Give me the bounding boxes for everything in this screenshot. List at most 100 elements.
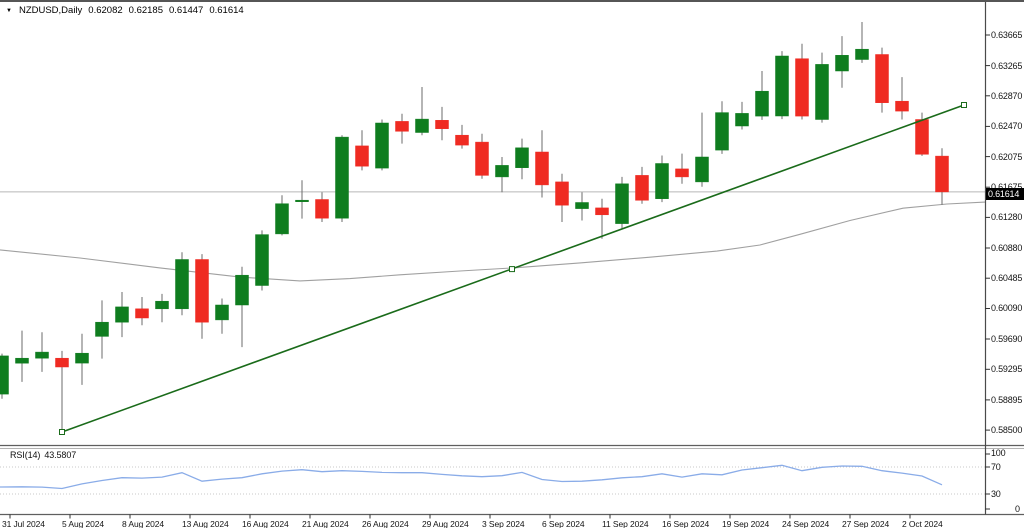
candle-body xyxy=(0,355,9,395)
price-axis-label: 0.58895 xyxy=(991,394,1023,405)
candle-body xyxy=(795,58,809,117)
chart-ohlc-title: ▼ NZDUSD,Daily 0.62082 0.62185 0.61447 0… xyxy=(6,5,244,16)
candle-body xyxy=(15,357,29,364)
candle-body xyxy=(395,121,409,132)
date-axis-label: 13 Aug 2024 xyxy=(182,519,229,528)
trendline-anchor[interactable] xyxy=(59,429,65,435)
moving-average-line xyxy=(0,201,986,282)
candle-body xyxy=(215,304,229,321)
trendline-anchor[interactable] xyxy=(509,266,515,273)
candle-body xyxy=(875,54,889,103)
price-axis-label: 0.62470 xyxy=(991,121,1023,132)
date-axis-label: 11 Sep 2024 xyxy=(602,519,649,528)
date-axis-label: 31 Jul 2024 xyxy=(2,519,45,528)
candle-body xyxy=(75,352,89,364)
rsi-scale-label: 0 xyxy=(1015,504,1020,514)
candle-body xyxy=(255,234,269,286)
candle-body xyxy=(675,168,689,178)
rsi-scale-label: 70 xyxy=(991,462,1001,472)
candle-body xyxy=(295,199,309,202)
date-axis-label: 16 Aug 2024 xyxy=(242,519,289,528)
date-axis-label: 26 Aug 2024 xyxy=(362,519,409,528)
price-axis-label: 0.63665 xyxy=(991,30,1023,40)
candle-body xyxy=(135,308,149,319)
close-value: 0.61614 xyxy=(209,5,244,16)
open-value: 0.62082 xyxy=(88,5,123,16)
price-axis-label: 0.61280 xyxy=(991,212,1023,223)
candle-body xyxy=(755,90,769,117)
candle-body xyxy=(735,113,749,127)
price-axis-label: 0.61675 xyxy=(991,182,1022,192)
candle-body xyxy=(155,300,169,310)
price-axis-label: 0.60090 xyxy=(991,303,1023,314)
price-axis-label: 0.58500 xyxy=(991,425,1023,436)
rsi-name: RSI(14) xyxy=(10,450,41,460)
rsi-scale[interactable]: 100 70 30 0 xyxy=(985,445,1024,515)
price-axis-label: 0.62870 xyxy=(991,90,1023,101)
date-axis-label: 2 Oct 2024 xyxy=(902,519,943,528)
candle-body xyxy=(915,119,929,155)
high-value: 0.62185 xyxy=(128,5,163,16)
candle-body xyxy=(435,120,449,129)
price-axis-label: 0.60880 xyxy=(991,243,1023,254)
candle-body xyxy=(715,112,729,151)
price-axis[interactable]: 0.63665 0.63265 0.62870 0.62470 0.62075 0.616… xyxy=(985,2,1024,445)
date-axis-label: 29 Aug 2024 xyxy=(422,519,469,528)
symbol-marker-icon[interactable]: ▼ xyxy=(6,7,12,14)
date-axis-label: 8 Aug 2024 xyxy=(122,519,165,528)
candle-body xyxy=(515,147,529,168)
candle-body xyxy=(475,141,489,176)
date-axis-label: 24 Sep 2024 xyxy=(782,519,830,528)
price-axis-label: 0.62075 xyxy=(991,151,1023,162)
candle-body xyxy=(815,64,829,120)
candle-body xyxy=(935,155,949,193)
candle-body xyxy=(195,259,209,323)
date-axis-label: 27 Sep 2024 xyxy=(842,519,890,528)
candle-body xyxy=(595,207,609,216)
candle-body xyxy=(115,306,129,323)
candle-body xyxy=(655,163,669,199)
candle-body xyxy=(575,202,589,209)
low-value: 0.61447 xyxy=(168,5,204,16)
rsi-scale-label: 30 xyxy=(991,489,1001,499)
symbol-label: NZDUSD,Daily xyxy=(18,5,83,16)
candle-body xyxy=(495,165,509,178)
rsi-indicator-label: RSI(14) 43.5807 xyxy=(10,450,76,460)
candle-body xyxy=(315,199,329,219)
candle-body xyxy=(835,55,849,72)
trendline-anchor[interactable] xyxy=(961,102,967,108)
candle-body xyxy=(555,181,569,206)
candle-body xyxy=(95,321,109,337)
price-axis-label: 0.59690 xyxy=(991,334,1023,345)
date-axis-label: 16 Sep 2024 xyxy=(662,519,710,528)
rsi-scale-label: 100 xyxy=(991,448,1006,458)
candle-body xyxy=(535,151,549,186)
candle-body xyxy=(35,351,49,359)
candle-body xyxy=(235,274,249,306)
candle-body xyxy=(375,122,389,169)
candle-body xyxy=(775,55,789,117)
time-axis[interactable]: 31 Jul 2024 5 Aug 2024 8 Aug 2024 13 Aug 20… xyxy=(0,515,1024,528)
candle-body xyxy=(55,357,69,368)
candle-body xyxy=(635,175,649,201)
date-axis-label: 3 Sep 2024 xyxy=(482,519,525,528)
candle-body xyxy=(895,100,909,112)
candle-body xyxy=(415,118,429,133)
candle-body xyxy=(275,203,289,235)
rsi-current-value: 43.5807 xyxy=(44,450,77,460)
date-axis-label: 19 Sep 2024 xyxy=(722,519,770,528)
candle-body xyxy=(455,134,469,146)
rsi-line xyxy=(0,464,943,490)
date-axis-label: 5 Aug 2024 xyxy=(62,519,105,528)
candle-body xyxy=(355,145,369,167)
current-price-box: 0.61614 xyxy=(986,187,1024,200)
candle-body xyxy=(615,183,629,224)
candle-body xyxy=(695,156,709,183)
date-axis-label: 21 Aug 2024 xyxy=(302,519,349,528)
candle-body xyxy=(175,259,189,310)
candle-body xyxy=(335,136,349,219)
price-axis-label: 0.63265 xyxy=(991,60,1023,71)
date-axis-label: 6 Sep 2024 xyxy=(542,519,585,528)
price-axis-label: 0.59295 xyxy=(991,364,1023,375)
